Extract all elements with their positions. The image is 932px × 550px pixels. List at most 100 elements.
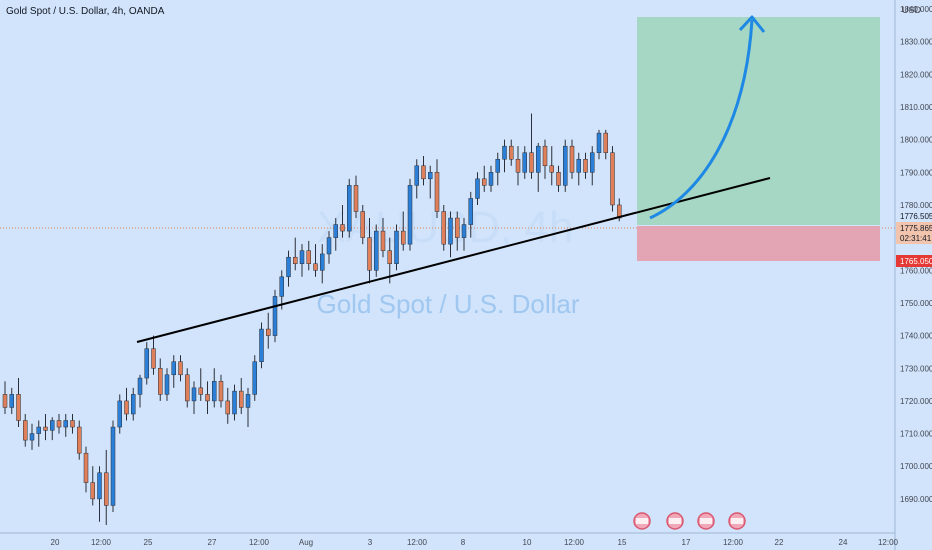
candle-body [245,394,251,408]
candle-body [137,377,143,395]
candle-body [596,132,602,153]
candle-body [56,420,62,428]
candle-body [340,224,345,232]
candle-body [610,152,615,206]
candle-body [563,145,568,186]
candle-up [29,423,35,450]
candle-body [232,390,237,415]
candle-up [448,211,453,258]
candle-body [2,394,8,408]
candle-down [441,204,446,251]
candle-down [293,237,298,271]
time-tick-label: 12:00 [407,538,428,547]
candle-body [70,420,75,428]
candle-up [171,355,176,388]
candle-body [29,433,35,441]
candle-down [158,358,163,401]
price-tick-label: 1750.000 [900,299,932,308]
candle-down [380,218,386,258]
price-tick-label: 1710.000 [900,430,932,439]
price-tick-label: 1800.000 [900,136,932,145]
candle-body [97,472,102,500]
candle-body [171,361,176,376]
trendline[interactable] [136,177,771,343]
candle-body [333,224,338,238]
candle-down [542,139,548,179]
candle-up [488,165,494,192]
candle-down [90,466,95,506]
candle-up [326,231,332,264]
watermark-name: Gold Spot / U.S. Dollar [317,289,580,319]
candle-down [23,413,28,447]
candle-down [401,211,406,251]
candle-body [536,145,541,173]
candle-body [43,426,48,431]
event-marker-icon[interactable] [728,512,746,530]
candle-up [63,413,68,437]
price-axis[interactable]: 1690.000 1700.000 1710.000 1720.000 1730.000… [900,5,932,504]
candle-body [124,400,129,415]
candle-up [232,384,237,421]
candle-up [347,178,352,238]
projection-arrowhead [738,15,766,33]
candle-down [83,446,89,493]
candle-down [313,244,318,277]
event-marker-icon[interactable] [633,512,651,530]
candle-down [218,374,224,408]
candle-body [178,361,183,376]
candle-up [137,374,143,408]
target-price-label: 1776.505 [900,212,932,221]
candle-body [556,172,561,186]
candles-layer [2,113,622,526]
time-tick-label: 12:00 [878,538,899,547]
candle-body [414,165,419,186]
candle-body [421,165,426,180]
price-tick-label: 1720.000 [900,397,932,406]
event-marker-icon[interactable] [697,512,715,530]
candle-body [522,152,527,173]
projection-arrow[interactable] [649,19,754,220]
stop-zone[interactable] [637,226,880,261]
candle-down [205,381,210,414]
target-zone[interactable] [637,17,880,225]
price-tick-label: 1780.000 [900,201,932,210]
time-axis[interactable]: 20 12:00 25 27 12:00 Aug 3 12:00 8 10 12:00 15 17 12:… [51,538,899,547]
candle-up [536,142,541,192]
candle-down [367,218,372,284]
candle-body [360,211,365,238]
event-marker-icon[interactable] [666,512,684,530]
candle-up [50,417,55,441]
candle-body [185,374,190,402]
candle-body [482,178,487,186]
candle-body [16,394,21,421]
candle-body [542,145,548,167]
price-tick-label: 1830.000 [900,38,932,47]
candle-up [475,172,480,205]
candle-body [90,482,95,500]
event-markers[interactable] [633,512,746,530]
candle-body [151,348,156,369]
time-tick-label: 15 [618,538,627,547]
price-tick-label: 1730.000 [900,364,932,373]
candle-down [603,129,608,160]
candle-up [245,387,251,428]
candle-body [569,145,575,173]
time-tick-label: 24 [839,538,848,547]
last-price-label: 1775.865 [900,224,932,233]
candle-up [576,152,581,186]
candle-body [461,224,467,238]
price-tick-label: 1760.000 [900,266,932,275]
time-tick-label: 20 [51,538,60,547]
candle-body [380,230,386,251]
candle-down [529,113,534,179]
candle-down [70,413,75,434]
price-tick-label: 1790.000 [900,168,932,177]
candle-up [131,387,136,421]
candle-body [488,172,494,186]
candle-body [441,211,446,245]
candle-up [252,355,257,401]
candle-down [104,449,109,526]
candle-body [293,256,298,264]
countdown-label: 02:31:41 [900,234,932,243]
